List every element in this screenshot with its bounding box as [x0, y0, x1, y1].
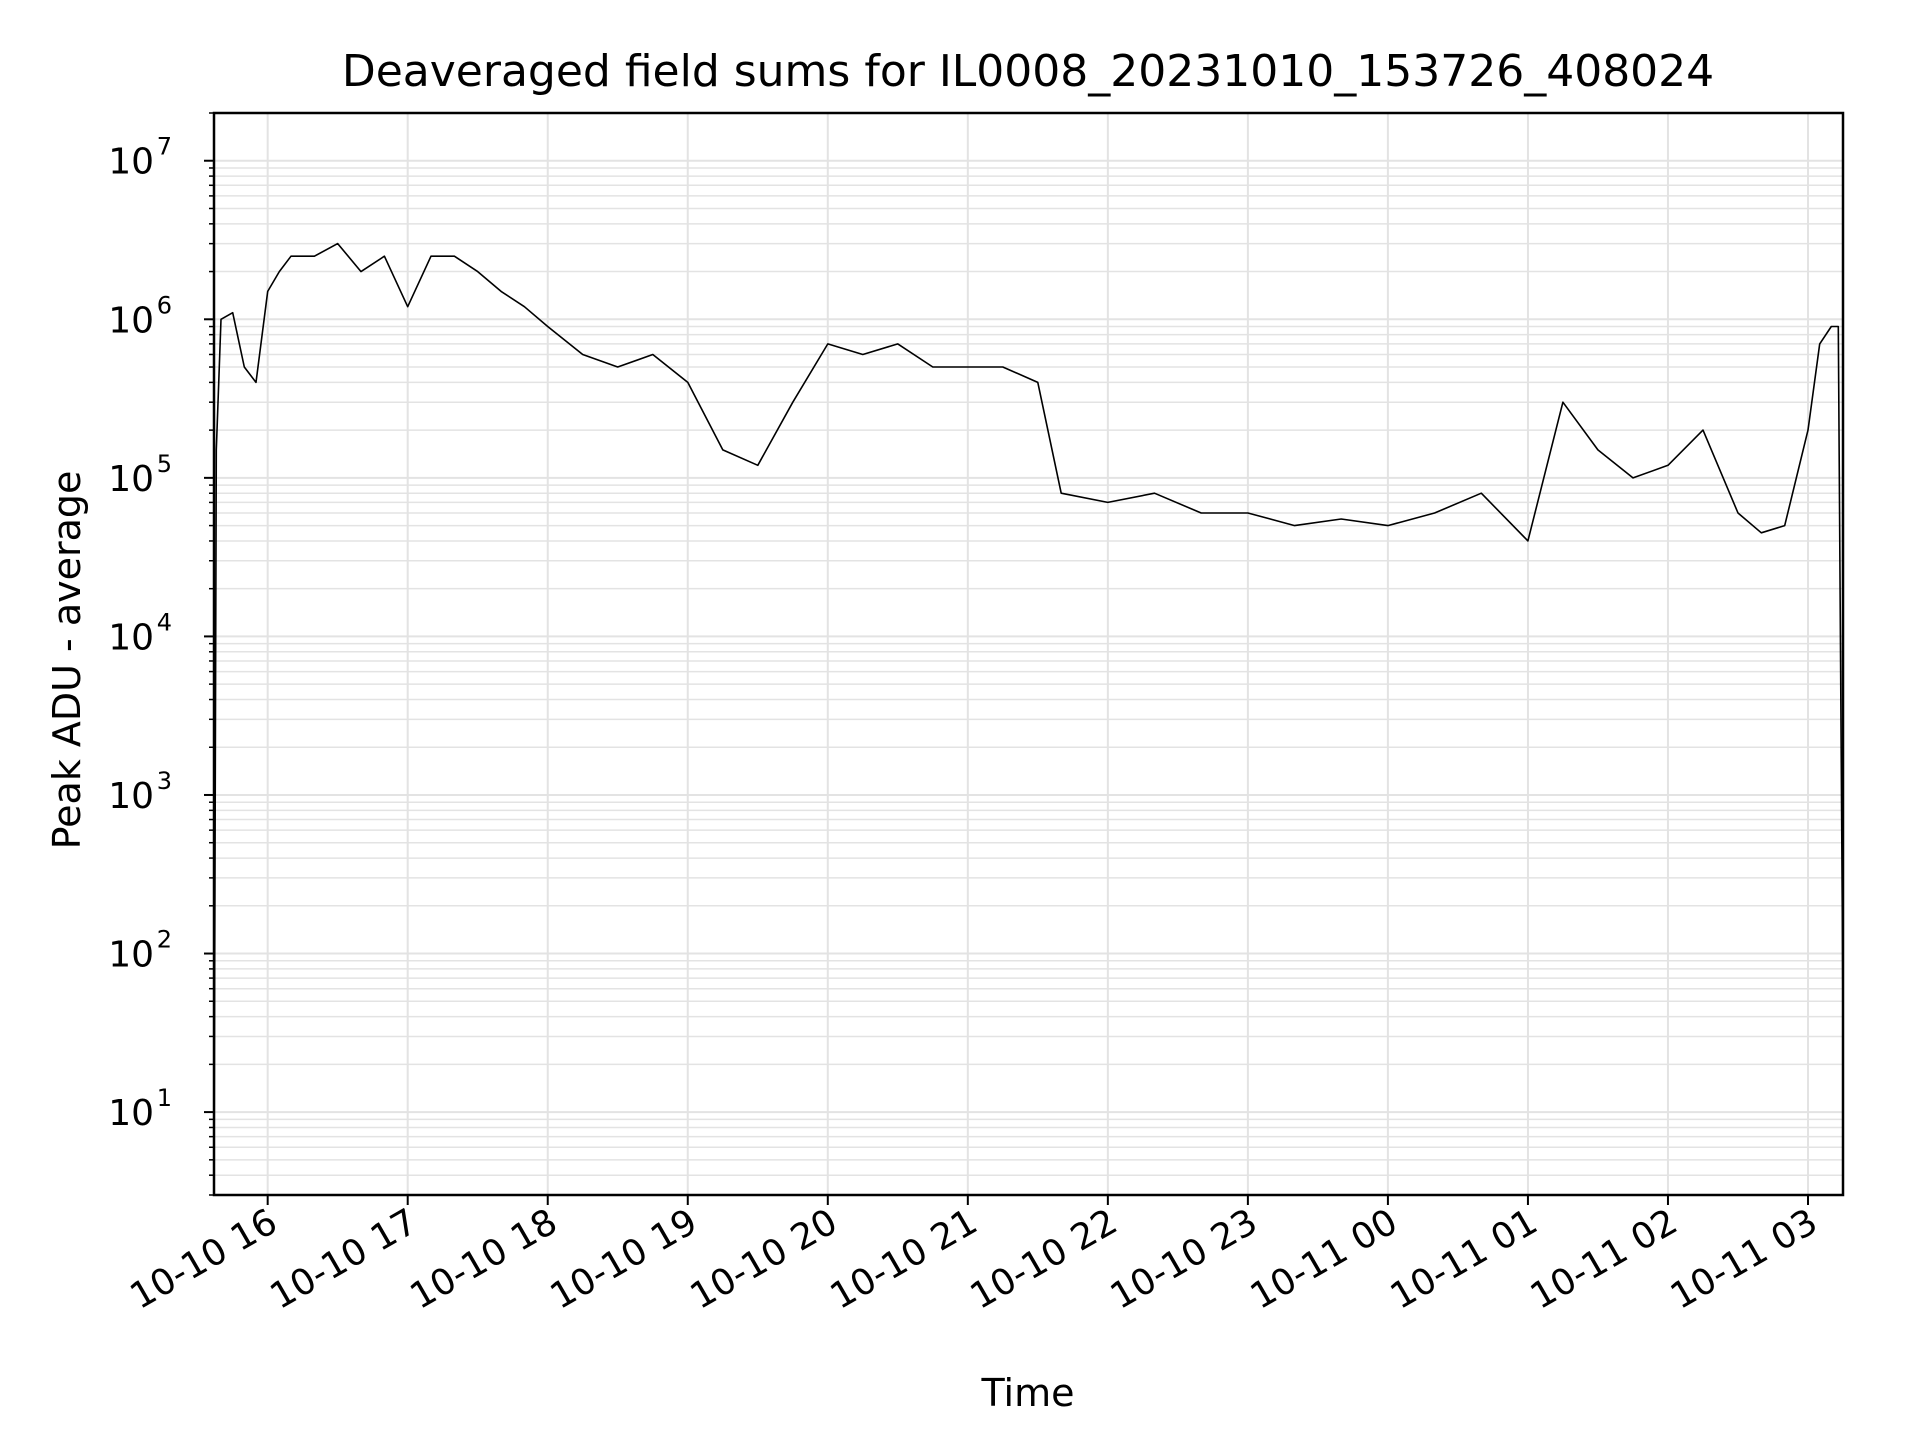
x-axis-label: Time	[981, 1371, 1075, 1415]
y-tick-exponent: 3	[157, 767, 172, 795]
y-tick-exponent: 1	[157, 1084, 172, 1112]
series-layer	[213, 242, 1844, 1196]
y-tick-exponent: 7	[157, 133, 172, 161]
y-tick-label: 10	[108, 617, 154, 658]
plot-frame	[212, 111, 1845, 1197]
y-tick-label: 10	[108, 935, 154, 976]
y-axis-label: Peak ADU - average	[45, 471, 89, 850]
y-tick-label: 10	[108, 300, 154, 341]
chart-title: Deaveraged field sums for IL0008_2023101…	[342, 46, 1714, 97]
y-tick-exponent: 2	[157, 926, 172, 954]
y-tick-label: 10	[108, 459, 154, 500]
axes-frame	[212, 111, 1845, 1197]
y-tick-exponent: 6	[157, 291, 172, 319]
y-tick-exponent: 5	[157, 450, 172, 478]
y-tick-label: 10	[108, 776, 154, 817]
y-tick-label: 10	[108, 1093, 154, 1134]
grid-lines	[214, 112, 1843, 1196]
y-tick-label: 10	[108, 142, 154, 183]
y-tick-exponent: 4	[157, 608, 172, 636]
series-line-0	[213, 242, 1844, 1196]
